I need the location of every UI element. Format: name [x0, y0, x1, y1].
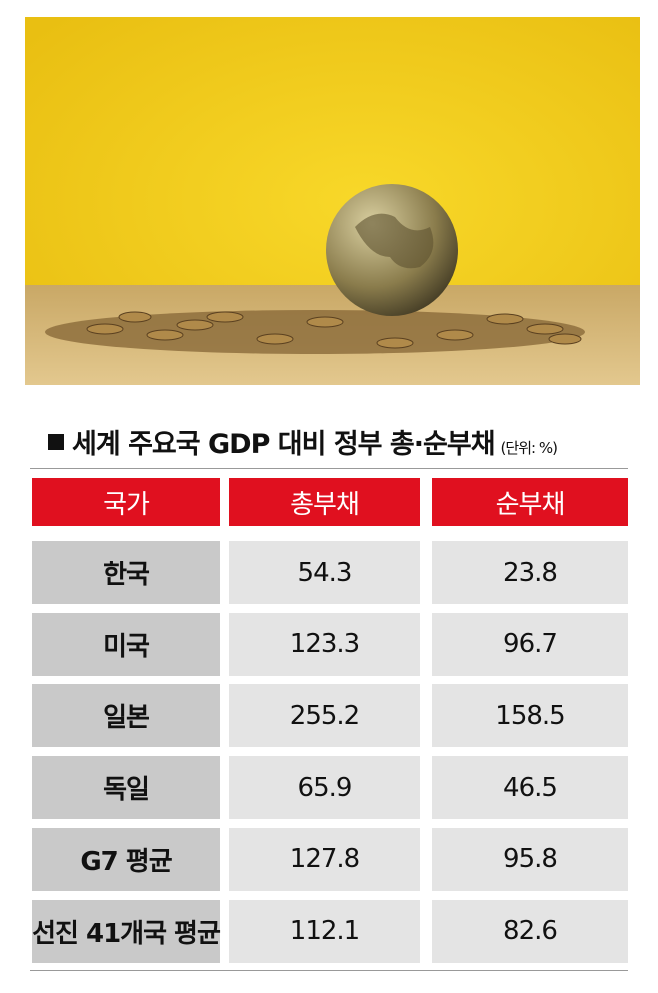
value-cell: 127.8: [229, 827, 420, 891]
value-cell: 46.5: [432, 756, 628, 820]
value-cell: 82.6: [432, 899, 628, 963]
value-cell: 95.8: [432, 827, 628, 891]
rule: [30, 970, 628, 971]
country-cell: 한국: [32, 541, 220, 604]
header-cell: 순부채: [432, 478, 628, 526]
table-title: 세계 주요국 GDP 대비 정부 총·순부채 (단위: %): [48, 422, 558, 461]
country-cell: 미국: [32, 612, 220, 676]
value-cell: 54.3: [229, 541, 420, 604]
photo: [25, 17, 640, 385]
value-cell: 112.1: [229, 899, 420, 963]
country-cell: 일본: [32, 684, 220, 748]
country-cell: 독일: [32, 756, 220, 820]
value-cell: 23.8: [432, 541, 628, 604]
value-cell: 96.7: [432, 612, 628, 676]
header-cell: 국가: [32, 478, 220, 526]
country-cell: G7 평균: [32, 827, 220, 891]
country-cell: 선진 41개국 평균: [32, 899, 221, 963]
title-text: 세계 주요국 GDP 대비 정부 총·순부채: [72, 429, 496, 460]
value-cell: 65.9: [229, 756, 420, 820]
rule: [30, 468, 628, 469]
value-cell: 255.2: [229, 684, 420, 748]
header-cell: 총부채: [229, 478, 420, 526]
unit-label: (단위: %): [500, 439, 558, 457]
value-cell: 158.5: [432, 684, 628, 748]
value-cell: 123.3: [229, 612, 420, 676]
